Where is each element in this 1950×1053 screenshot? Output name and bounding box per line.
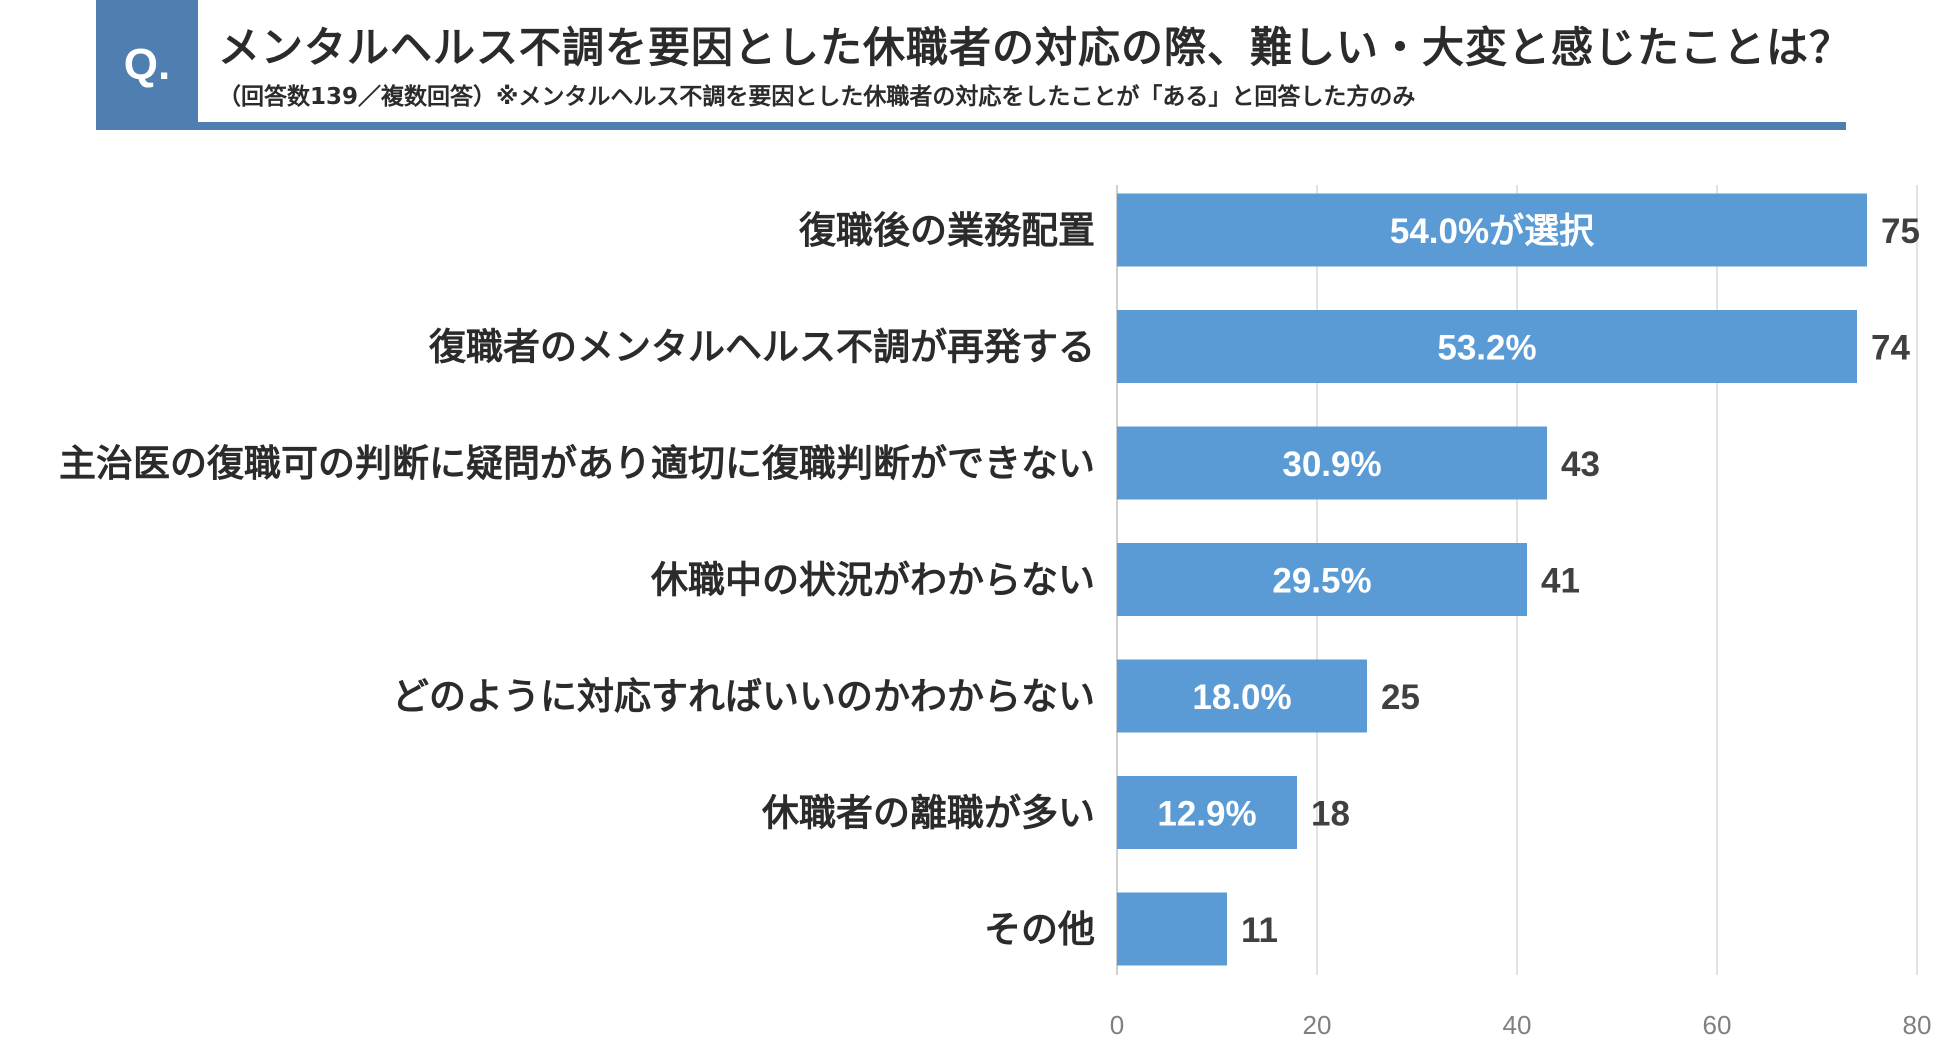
- header-divider: [96, 122, 1846, 130]
- bar-percent-label: 54.0%が選択: [1390, 212, 1595, 251]
- bar: [1117, 543, 1527, 616]
- bar: [1117, 659, 1367, 733]
- bar-percent-label: 18.0%: [1192, 678, 1291, 717]
- category-label: 復職後の業務配置: [798, 209, 1095, 252]
- category-label: 復職者のメンタルヘルス不調が再発する: [428, 326, 1095, 369]
- x-tick-label: 80: [1903, 1010, 1932, 1040]
- bar-value-label: 74: [1871, 329, 1910, 368]
- bar-value-label: 41: [1541, 562, 1580, 601]
- x-tick-label: 60: [1703, 1010, 1732, 1040]
- bar-value-label: 25: [1381, 678, 1420, 717]
- bar-value-label: 11: [1241, 911, 1278, 950]
- category-label: 主治医の復職可の判断に疑問があり適切に復職判断ができない: [59, 442, 1095, 485]
- x-tick-label: 0: [1110, 1010, 1124, 1040]
- bar-percent-label: 30.9%: [1282, 445, 1381, 484]
- chart-subtitle: （回答数139／複数回答）※メンタルヘルス不調を要因とした休職者の対応をしたこと…: [218, 84, 1416, 110]
- x-tick-label: 20: [1303, 1010, 1332, 1040]
- bar: [1117, 426, 1547, 500]
- bar-value-label: 18: [1311, 795, 1350, 834]
- bar-percent-label: 12.9%: [1157, 795, 1256, 834]
- x-tick-label: 40: [1503, 1010, 1532, 1040]
- question-badge: Q.: [96, 0, 198, 130]
- bar-percent-label: 53.2%: [1437, 329, 1536, 368]
- chart-title: メンタルヘルス不調を要因とした休職者の対応の際、難しい・大変と感じたことは？: [218, 23, 1853, 72]
- bar: [1117, 776, 1297, 849]
- category-label: 休職中の状況がわからない: [650, 559, 1095, 602]
- category-label: その他: [984, 908, 1095, 951]
- bar: [1117, 310, 1857, 383]
- category-label: どのように対応すればいいのかわからない: [392, 675, 1095, 718]
- bar-percent-label: 29.5%: [1272, 562, 1371, 601]
- bar: [1117, 193, 1867, 267]
- bar: [1117, 892, 1227, 966]
- bar-value-label: 75: [1881, 212, 1920, 251]
- bar-value-label: 43: [1561, 445, 1600, 484]
- category-label: 休職者の離職が多い: [761, 792, 1095, 835]
